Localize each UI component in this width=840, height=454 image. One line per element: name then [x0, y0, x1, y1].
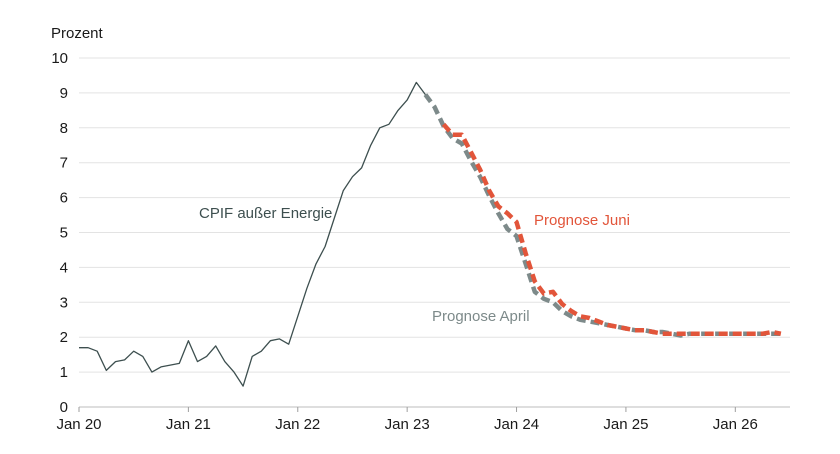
y-tick-label: 9 — [60, 85, 68, 102]
y-tick-label: 10 — [51, 50, 68, 67]
x-tick-label: Jan 25 — [603, 416, 648, 433]
series-line-cpif — [79, 81, 426, 387]
y-tick-label: 0 — [60, 399, 68, 416]
x-tick-label: Jan 22 — [275, 416, 320, 433]
x-tick-label: Jan 20 — [56, 416, 101, 433]
y-tick-label: 2 — [60, 329, 68, 346]
gridlines — [79, 57, 790, 408]
series-line-prognose-juni — [441, 122, 782, 336]
y-tick-label: 4 — [60, 259, 68, 276]
x-tick-label: Jan 21 — [166, 416, 211, 433]
series-label-prognose-april: Prognose April — [432, 308, 530, 325]
y-tick-label: 5 — [60, 225, 68, 242]
y-tick-label: 1 — [60, 364, 68, 381]
series-label-prognose-juni: Prognose Juni — [534, 212, 630, 229]
x-axis: Jan 20 Jan 21 Jan 22 Jan 23 Jan 24 Jan 25 Jan … — [56, 407, 758, 433]
y-tick-label: 3 — [60, 294, 68, 311]
x-tick-label: Jan 26 — [713, 416, 758, 433]
y-tick-label: 7 — [60, 155, 68, 172]
y-tick-label: 8 — [60, 120, 68, 137]
plot-series — [79, 81, 782, 387]
x-tick-label: Jan 24 — [494, 416, 539, 433]
x-tick-label: Jan 23 — [385, 416, 430, 433]
y-axis: 0 1 2 3 4 5 6 7 8 9 10 — [51, 50, 68, 416]
series-label-cpif: CPIF außer Energie — [199, 205, 332, 222]
y-axis-title: Prozent — [51, 25, 104, 42]
y-tick-label: 6 — [60, 190, 68, 207]
